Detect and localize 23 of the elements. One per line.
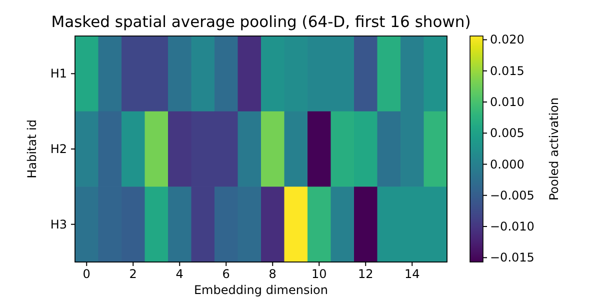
x-tick-label: 8: [268, 267, 276, 281]
color-bar-label: 0.005: [490, 126, 524, 140]
x-tick-label: 2: [129, 267, 137, 281]
color-bar-label: −0.010: [490, 220, 534, 234]
x-tick-label: 10: [311, 267, 327, 281]
color-bar-label: −0.005: [490, 188, 534, 202]
x-axis-title: Embedding dimension: [194, 283, 328, 297]
color-bar-label: 0.020: [490, 32, 524, 47]
y-tick-label: H3: [50, 217, 67, 232]
color-bar-label: 0.000: [490, 157, 524, 172]
chart-title: Masked spatial average pooling (64-D, first 16 shown): [51, 13, 471, 31]
x-tick-label: 6: [222, 267, 230, 281]
color-bar-title: Pooled activation: [547, 97, 561, 201]
x-tick-label: 4: [176, 267, 184, 281]
color-bar-label: −0.015: [490, 250, 534, 265]
x-tick-label: 12: [358, 267, 374, 281]
x-tick-label: 14: [404, 267, 420, 281]
y-tick-label: H1: [50, 66, 67, 81]
color-bar-label: 0.010: [490, 94, 524, 109]
y-axis-title: Habitat id: [25, 120, 39, 178]
y-tick-label: H2: [50, 142, 67, 156]
x-tick-label: 0: [82, 267, 90, 281]
color-bar-label: 0.015: [490, 64, 524, 78]
